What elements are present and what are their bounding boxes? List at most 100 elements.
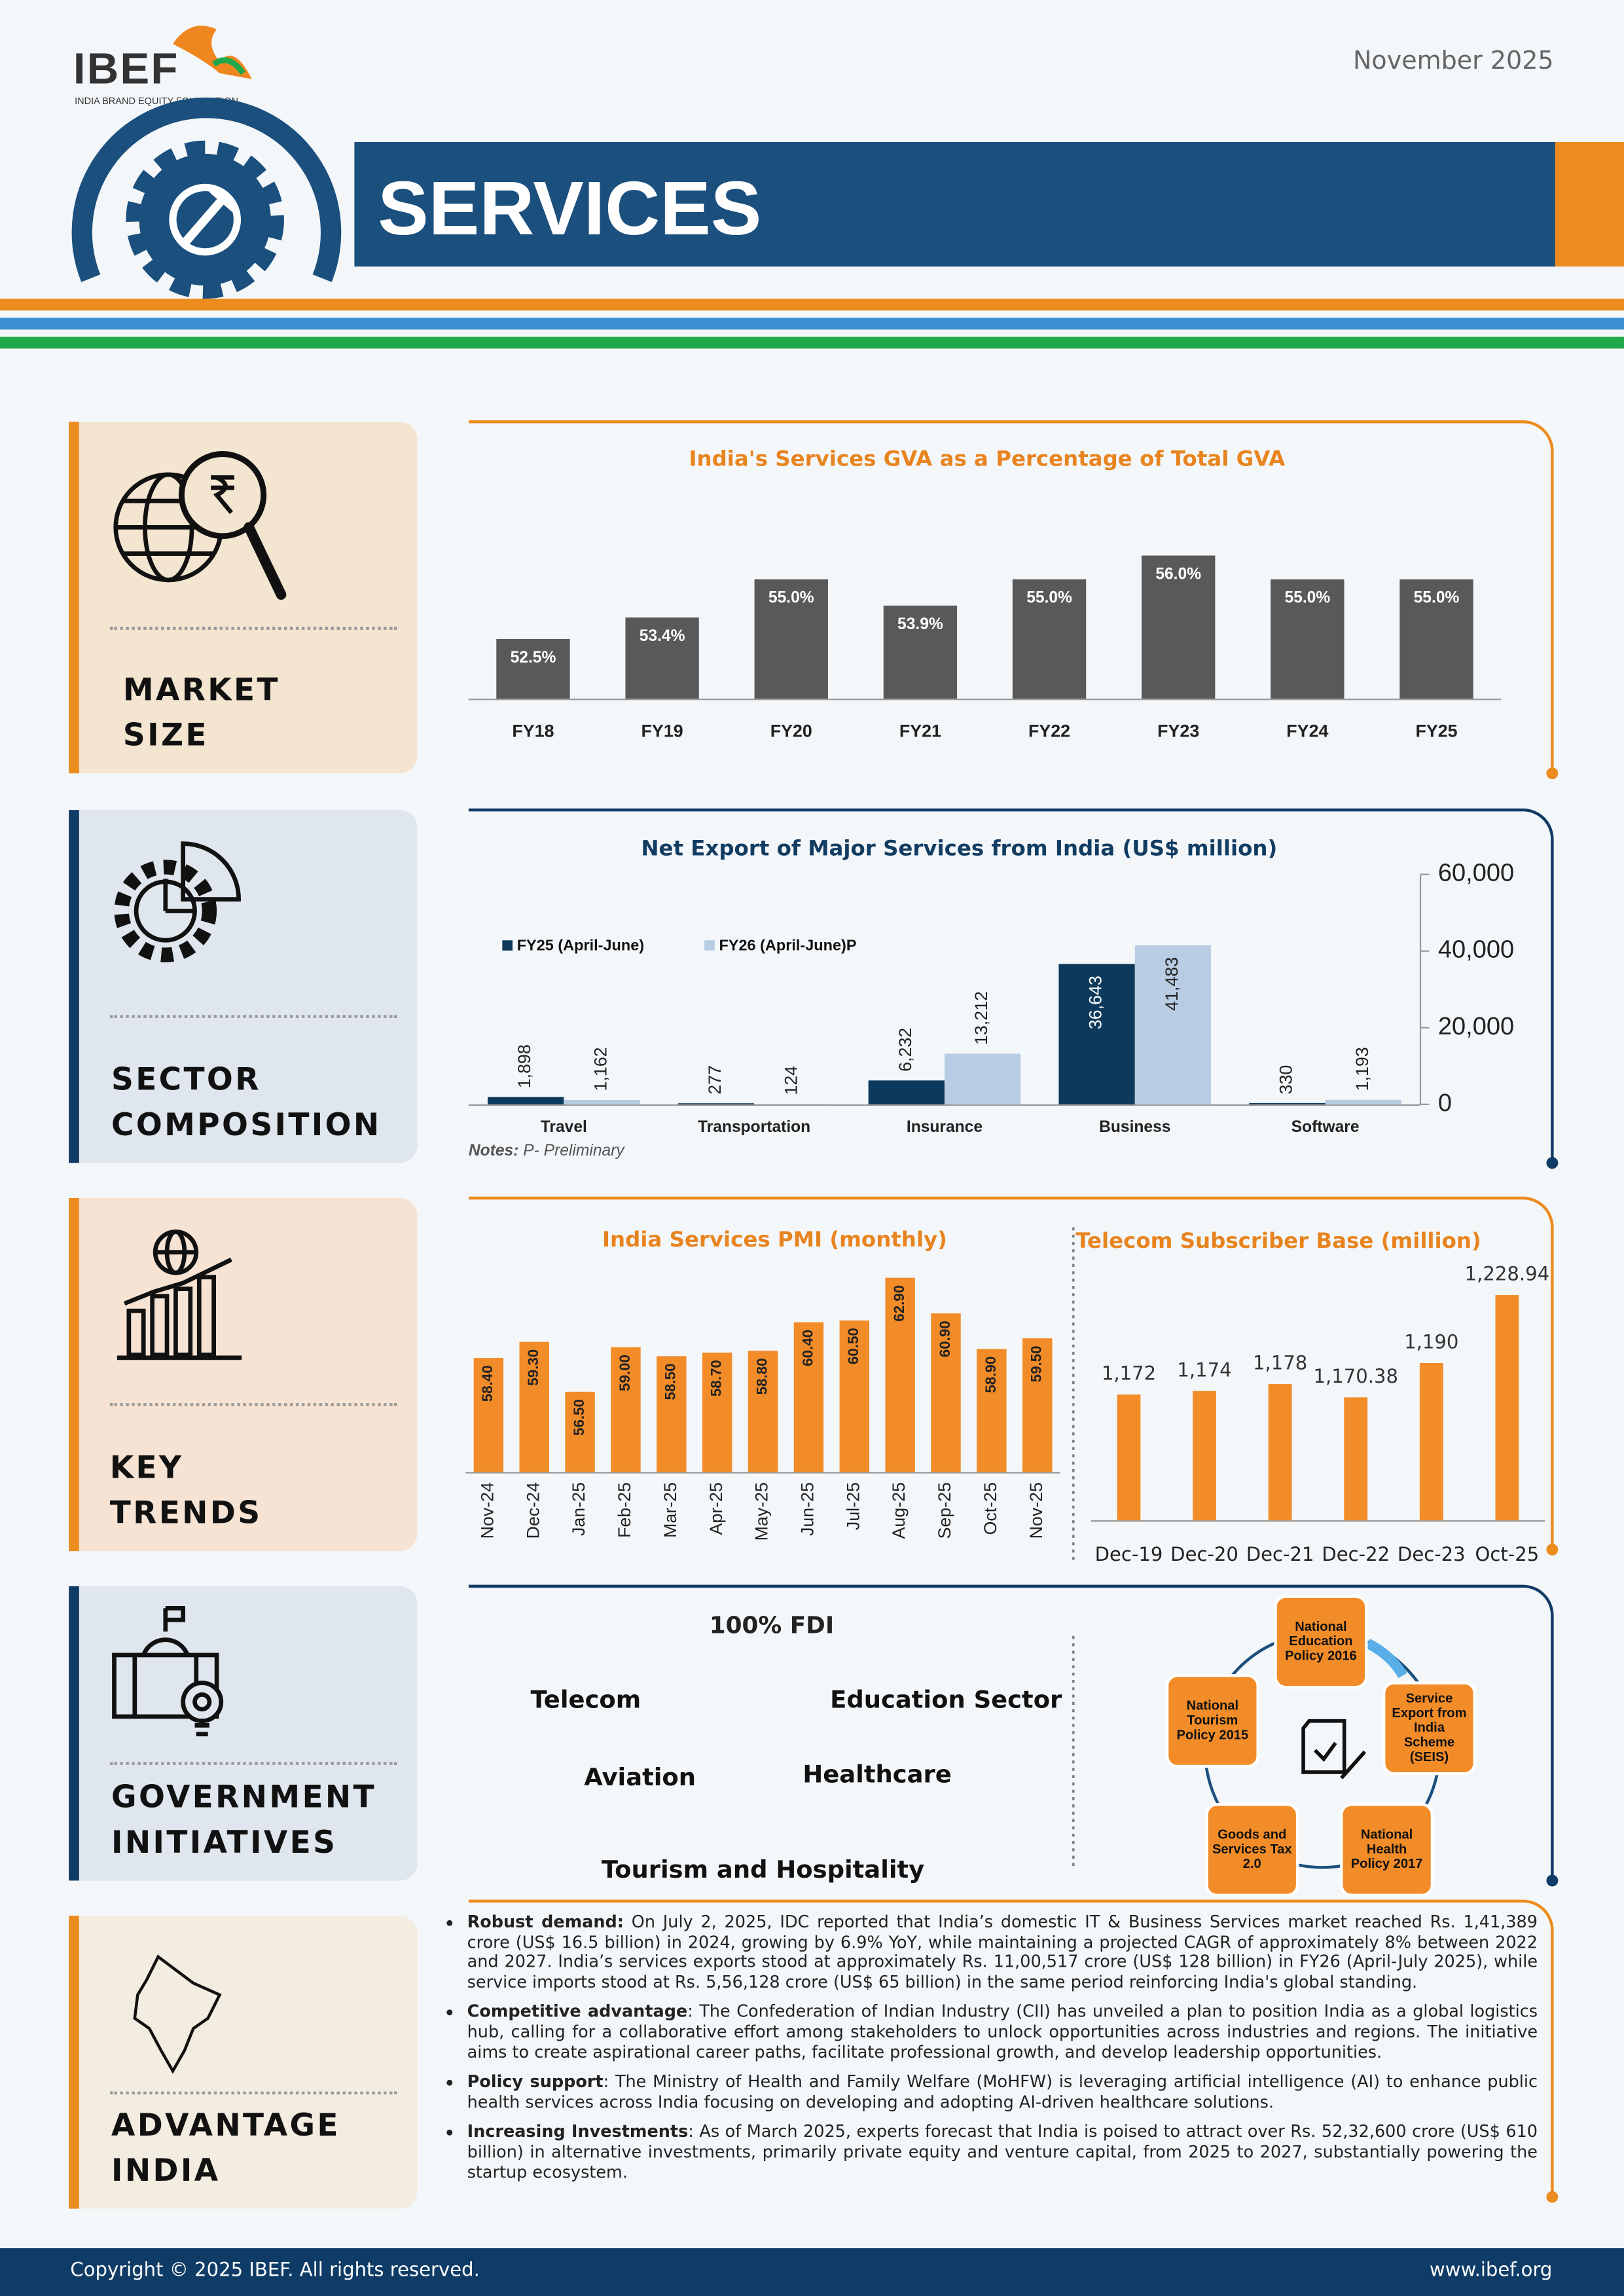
section-label: MARKET SIZE [123,668,280,759]
chart-title: Net Export of Major Services from India … [641,835,1277,860]
x-tick-label: FY24 [1286,721,1328,741]
bar [657,1356,687,1472]
title-banner-accent [1555,142,1624,267]
x-tick-label: Software [1291,1118,1360,1136]
bar [748,1351,778,1472]
panel-divider [109,2091,397,2095]
stripe-blue [0,318,1624,330]
bar [565,1391,595,1472]
icon-sector [114,841,242,962]
value-label: 58.80 [753,1358,770,1394]
x-tick-label: Jul-25 [843,1482,863,1530]
value-label: 59.50 [1028,1345,1045,1382]
bar [1022,1338,1053,1472]
stripe-green [0,337,1624,349]
section-label: KEY TRENDS [110,1446,262,1537]
bar [1344,1397,1368,1521]
bar [1012,579,1087,699]
advantage-heading: Policy support [467,2071,604,2092]
x-tick-label: FY18 [512,721,554,741]
value-label: 1,898 [514,1044,534,1088]
icon-india-map [133,1954,222,2074]
x-tick-label: FY20 [770,721,812,741]
section-label-line: SIZE [122,718,209,753]
logo-bird-wing [211,57,246,75]
bar [487,1097,564,1104]
policy-label: Tourism [1187,1713,1238,1728]
icon-market [113,451,287,600]
x-tick-label: Dec-20 [1170,1543,1238,1565]
bar [1325,1099,1401,1104]
policy-label: National [1295,1620,1346,1634]
policy-box [1339,1802,1434,1897]
advantage-item: Policy support: The Ministry of Health a… [467,2071,1538,2113]
advantage-item: Robust demand: On July 2, 2025, IDC repo… [467,1911,1538,1993]
bar [1249,1102,1326,1104]
section-label: ADVANTAGE INDIA [111,2104,340,2195]
advantage-text: : The Confederation of Indian Industry (… [467,2001,1538,2062]
bar [883,606,958,699]
value-label: 41,483 [1162,957,1182,1011]
policy-label: National [1361,1827,1413,1842]
bar [754,579,828,699]
x-tick-label: FY19 [641,721,683,741]
policy-box [1382,1681,1477,1776]
section-label-line: SECTOR [111,1061,261,1097]
section-frame [468,808,1554,1163]
advantage-text: : As of March 2025, experts forecast tha… [467,2121,1538,2182]
x-tick-label: Nov-25 [1026,1482,1046,1539]
bar [1142,555,1216,699]
value-label: 1,193 [1352,1047,1372,1091]
x-tick-label: Dec-22 [1322,1543,1390,1565]
policy-box [1274,1595,1368,1689]
bar [1399,579,1473,699]
value-label: 62.90 [891,1285,907,1322]
fdi-title: 100% FDI [710,1612,834,1639]
value-label: 55.0% [1414,589,1460,607]
panel-accent [69,422,79,774]
header-wrench [180,186,239,248]
x-tick-label: Oct-25 [1475,1543,1540,1565]
bar [473,1358,504,1472]
value-label: 55.0% [1026,589,1072,607]
title-banner [354,142,1555,267]
date: November 2025 [1353,46,1554,75]
value-label: 1,190 [1404,1331,1458,1353]
policy-label: (SEIS) [1410,1750,1449,1764]
value-label: 1,172 [1102,1362,1156,1385]
value-label: 1,174 [1177,1358,1231,1381]
bar [977,1349,1007,1472]
policy-box [1205,1802,1299,1897]
section-label-line: KEY [109,1449,184,1485]
icon-trends [117,1230,242,1360]
fdi-sector: Telecom [531,1686,641,1714]
bar [611,1347,641,1472]
x-tick-label: Jan-25 [569,1482,588,1536]
bar [1419,1362,1443,1521]
x-tick-label: Dec-23 [1398,1543,1466,1565]
value-label: 56.50 [571,1399,587,1436]
value-label: 53.9% [897,615,943,633]
value-label: 53.4% [640,627,685,645]
x-tick-label: Nov-24 [477,1482,497,1539]
value-label: 59.30 [525,1349,541,1386]
stripe-orange [0,299,1624,311]
header-arc [71,98,342,282]
bar [564,1100,640,1104]
advantage-text: On July 2, 2025, IDC reported that India… [467,1911,1538,1992]
value-label: 56.0% [1155,565,1201,583]
value-label: 58.90 [983,1357,999,1393]
panel-accent [69,1197,79,1552]
website: www.ibef.org [1429,2259,1553,2282]
legend-label: FY25 (April-June) [517,936,644,953]
x-tick-label: FY23 [1157,721,1199,741]
panel-divider [109,1403,397,1406]
policy-label: Goods and [1218,1827,1286,1842]
policy-label: Policy 2016 [1285,1649,1357,1664]
policy-label: India [1414,1721,1445,1735]
x-tick-label: Travel [541,1118,587,1136]
policy-icon [1301,1719,1367,1779]
